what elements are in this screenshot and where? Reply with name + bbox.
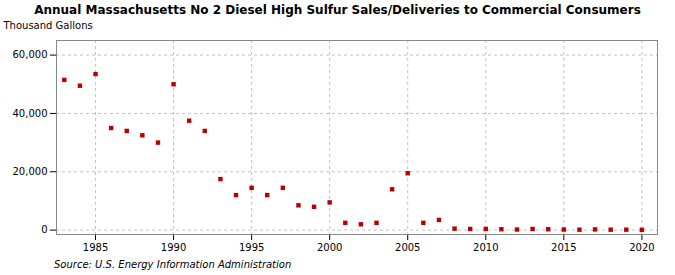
- svg-text:1995: 1995: [239, 242, 264, 253]
- svg-text:20,000: 20,000: [13, 166, 48, 177]
- html-text:Source: U.S. Energy Informatio: Source: U.S. Energy Information Administ…: [54, 259, 292, 270]
- svg-text:2015: 2015: [551, 242, 576, 253]
- svg-text:2020: 2020: [629, 242, 654, 253]
- html-text:Annual Massachusetts No 2 Dies: Annual Massachusetts No 2 Diesel High Su…: [34, 3, 641, 17]
- svg-text:0: 0: [41, 224, 47, 235]
- svg-text:Thousand Gallons: Thousand Gallons: [3, 20, 93, 31]
- svg-text:2000: 2000: [317, 242, 342, 253]
- svg-text:1985: 1985: [83, 242, 108, 253]
- svg-text:60,000: 60,000: [13, 49, 48, 60]
- svg-text:2010: 2010: [473, 242, 498, 253]
- svg-text:40,000: 40,000: [13, 108, 48, 119]
- svg-text:2005: 2005: [395, 242, 420, 253]
- svg-text:1990: 1990: [161, 242, 186, 253]
